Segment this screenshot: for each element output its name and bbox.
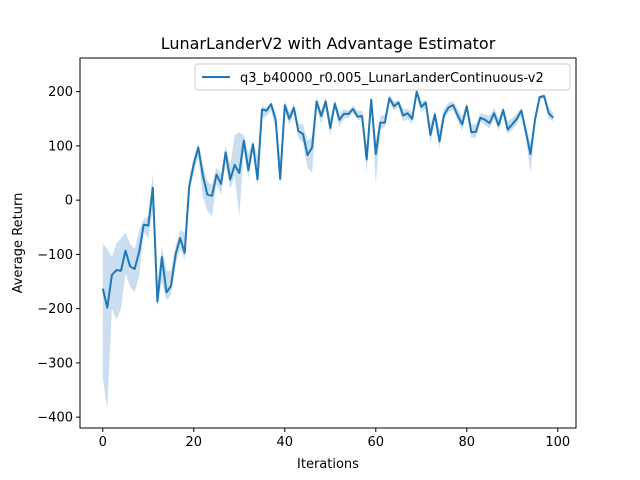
x-tick-label: 20 <box>185 435 202 450</box>
x-tick-label: 80 <box>459 435 476 450</box>
axes-frame <box>79 57 577 429</box>
chart-title: LunarLanderV2 with Advantage Estimator <box>161 34 496 53</box>
x-axis-label: Iterations <box>297 457 359 472</box>
y-tick-label: 0 <box>65 194 73 209</box>
legend-box <box>194 63 571 91</box>
y-tick-label: −200 <box>37 302 73 317</box>
legend: q3_b40000_r0.005_LunarLanderContinuous-v… <box>194 63 571 91</box>
series-line <box>101 90 554 309</box>
x-tick-label: 60 <box>368 435 385 450</box>
y-tick-label: −300 <box>37 356 73 371</box>
y-tick-label: 200 <box>48 85 73 100</box>
y-axis-label: Average Return <box>11 193 26 294</box>
x-axis: 0 20 40 60 80 100 <box>99 428 570 450</box>
confidence-band <box>102 91 554 409</box>
y-tick-label: −400 <box>37 411 73 426</box>
y-tick-label: 100 <box>48 139 73 154</box>
x-tick-label: 100 <box>545 435 570 450</box>
x-tick-label: 40 <box>276 435 293 450</box>
plot-area <box>79 57 577 429</box>
y-tick-label: −100 <box>37 248 73 263</box>
y-axis: −400 −300 −200 −100 0 100 200 <box>37 85 80 426</box>
x-tick-label: 0 <box>99 435 107 450</box>
legend-entry: q3_b40000_r0.005_LunarLanderContinuous-v… <box>240 71 544 86</box>
